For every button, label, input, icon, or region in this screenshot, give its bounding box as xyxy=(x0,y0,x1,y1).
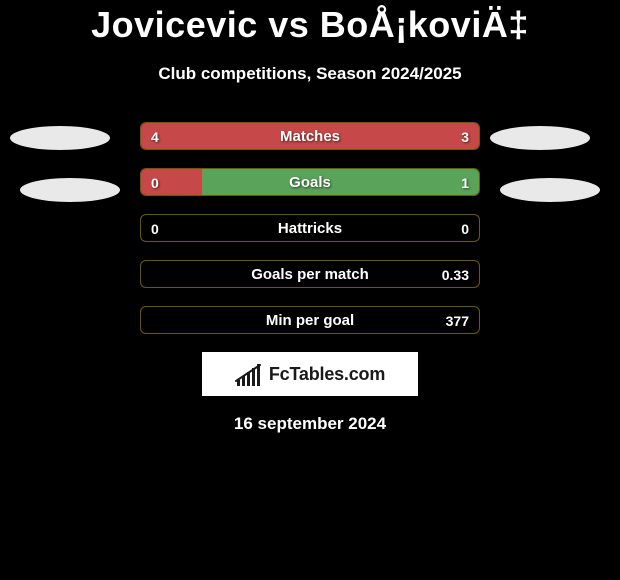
stat-row: 0 0Hattricks xyxy=(140,214,480,242)
avatar-placeholder xyxy=(20,178,120,202)
brand-logo-text: FcTables.com xyxy=(269,364,385,385)
stat-value-left: 0 xyxy=(151,169,159,195)
avatar-placeholder xyxy=(500,178,600,202)
page-subtitle: Club competitions, Season 2024/2025 xyxy=(0,64,620,84)
stat-row: 377Min per goal xyxy=(140,306,480,334)
date-text: 16 september 2024 xyxy=(0,414,620,434)
stat-value-right: 0 xyxy=(461,215,469,241)
avatar-placeholder xyxy=(490,126,590,150)
stat-label: Goals per match xyxy=(141,261,479,287)
stat-value-left: 0 xyxy=(151,215,159,241)
page: Jovicevic vs BoÅ¡koviÄ‡ Club competition… xyxy=(0,0,620,580)
stat-bar-left xyxy=(141,123,479,149)
stat-bar-right xyxy=(202,169,479,195)
brand-logo: FcTables.com xyxy=(235,362,385,386)
stat-value-right: 1 xyxy=(461,169,469,195)
stat-row: 0.33Goals per match xyxy=(140,260,480,288)
stat-label: Hattricks xyxy=(141,215,479,241)
stats-block: 43Matches01Goals00Hattricks0.33Goals per… xyxy=(0,122,620,334)
avatar-placeholder xyxy=(10,126,110,150)
stat-value-right: 377 xyxy=(446,307,469,333)
stat-value-right: 3 xyxy=(461,123,469,149)
stat-label: Min per goal xyxy=(141,307,479,333)
stat-row: 43Matches xyxy=(140,122,480,150)
bar-chart-icon xyxy=(235,362,263,386)
page-title: Jovicevic vs BoÅ¡koviÄ‡ xyxy=(0,4,620,46)
stat-value-left: 4 xyxy=(151,123,159,149)
brand-logo-box: FcTables.com xyxy=(202,352,418,396)
stat-value-right: 0.33 xyxy=(442,261,469,287)
stat-row: 01Goals xyxy=(140,168,480,196)
